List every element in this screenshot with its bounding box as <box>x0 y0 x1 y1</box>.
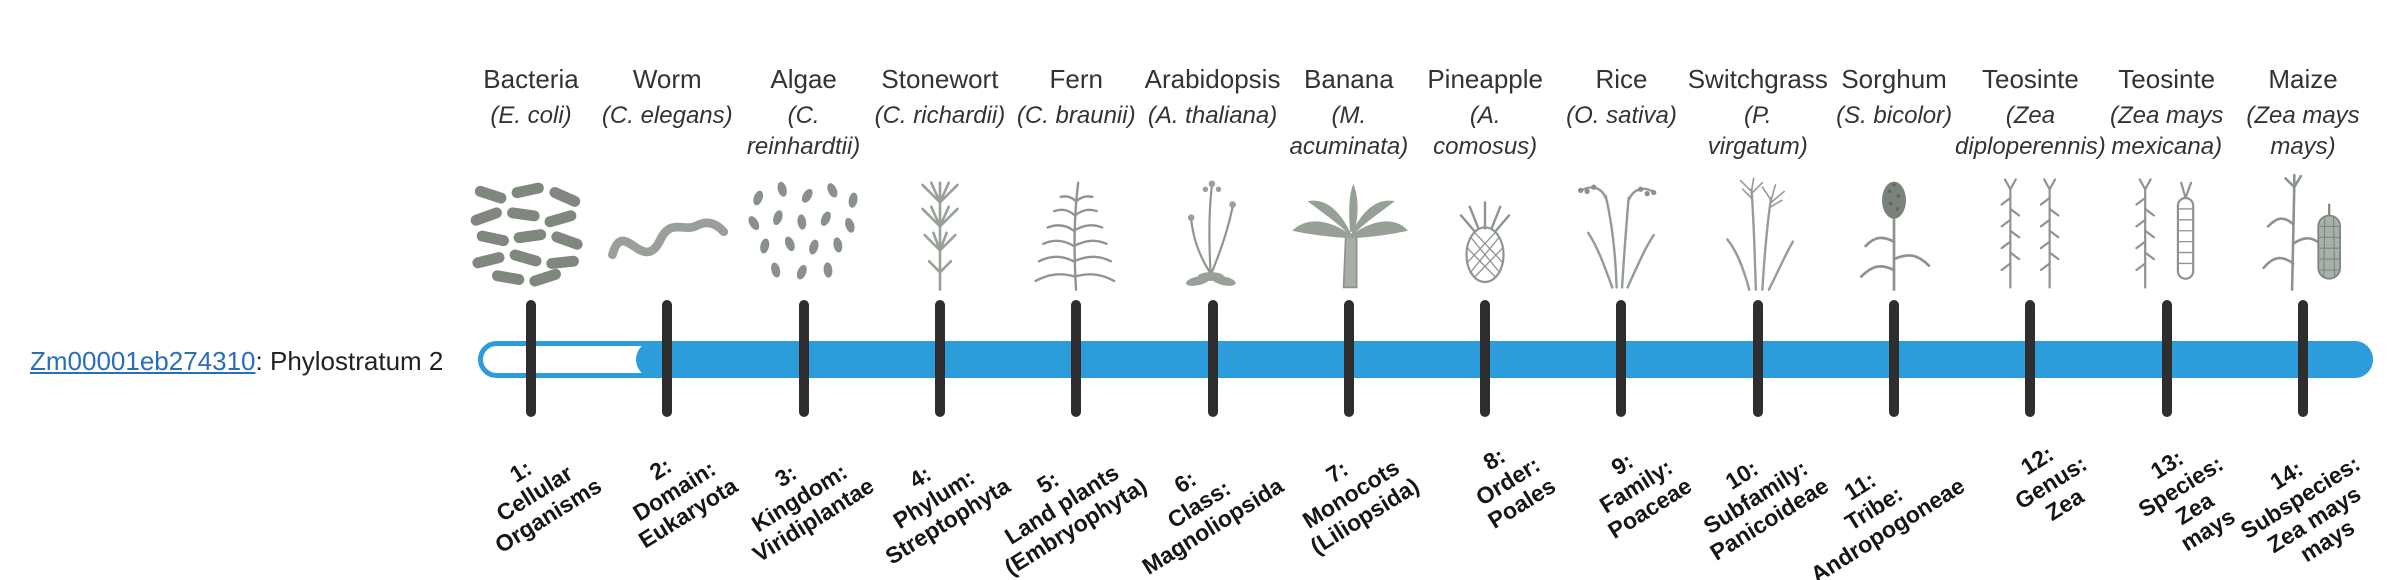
organism-common-name: Pineapple <box>1427 64 1543 94</box>
organism-common-name: Maize <box>2268 64 2338 94</box>
phylostratum-label: 2: Domain: Eukaryota <box>628 452 742 553</box>
organism-common-name: Teosinte <box>1981 64 2079 94</box>
teosinte-mexicana-illustration <box>2092 164 2242 294</box>
organism-common-name: Arabidopsis <box>1144 64 1281 94</box>
organism-common-name: Rice <box>1595 64 1648 94</box>
organism-common-name: Worm <box>632 64 702 94</box>
organism-scientific-name: (Zea mays mays) <box>2246 102 2360 161</box>
banana-illustration <box>1274 164 1424 294</box>
algae-illustration <box>729 164 879 294</box>
phylostratum-label: 6: Class: Magnoliopsida <box>1136 465 1288 580</box>
organism-scientific-name: (P. virgatum) <box>1707 102 1808 161</box>
phylostratum-label: 14: Subspecies: Zea mays mays <box>2235 449 2365 568</box>
phylostratum-tick <box>526 300 536 417</box>
organism-common-name: Stonewort <box>881 64 999 94</box>
pineapple-illustration <box>1410 164 1560 294</box>
organism-scientific-name: (S. bicolor) <box>1836 102 1953 129</box>
organism-common-name: Switchgrass <box>1687 64 1828 94</box>
phylostratum-tick <box>2298 300 2309 417</box>
phylostratum-tick <box>2025 300 2036 417</box>
organism-scientific-name: (Zea mays mexicana) <box>2110 102 2224 161</box>
sorghum-illustration <box>1819 164 1969 294</box>
organism-scientific-name: (C. elegans) <box>601 102 733 129</box>
phylostratum-tick <box>934 300 945 417</box>
fern-illustration <box>1001 164 1151 294</box>
organism-scientific-name: (E. coli) <box>490 102 572 129</box>
organism-scientific-name: (C. braunii) <box>1016 102 1136 129</box>
organism-common-name: Sorghum <box>1841 64 1947 94</box>
phylostratum-label: 9: Family: Poaceae <box>1594 447 1697 544</box>
organism-scientific-name: (A. comosus) <box>1433 102 1538 161</box>
phylostratum-tick <box>1343 300 1354 417</box>
organism-common-name: Algae <box>770 64 837 94</box>
rice-illustration <box>1546 164 1696 294</box>
organism-scientific-name: (A. thaliana) <box>1147 102 1278 129</box>
phylostratum-tick <box>2161 300 2172 417</box>
phylostratum-tick <box>1207 300 1218 417</box>
phylostratum-label: 8: Order: Poales <box>1471 442 1560 534</box>
phylostratum-tick <box>1752 300 1763 417</box>
stonewort-illustration <box>865 164 1015 294</box>
organism-scientific-name: (Zea diploperennis) <box>1955 102 2106 161</box>
phylostratum-label: 7: Monocots (Liliopsida) <box>1297 453 1424 559</box>
gene-id-link[interactable]: Zm00001eb274310 <box>30 346 256 376</box>
organism-common-name: Banana <box>1304 64 1394 94</box>
phylostratum-tick <box>1480 300 1491 417</box>
worm-illustration <box>592 164 742 294</box>
bacteria-illustration <box>456 164 606 294</box>
phylostratum-tick <box>1889 300 1900 417</box>
organism-scientific-name: (C. richardii) <box>874 102 1006 129</box>
phylostratum-label: 3: Kingdom: Viridiplantae <box>746 458 879 567</box>
phylostratum-tick <box>662 300 673 417</box>
organism-scientific-name: (O. sativa) <box>1566 102 1677 129</box>
phylostratum-tick <box>1616 300 1627 417</box>
arabidopsis-illustration <box>1138 164 1288 294</box>
phylostratum-label: 11: Tribe: Andropogoneae <box>1805 466 1969 580</box>
phylostratum-label: 1: Cellular Organisms <box>489 454 606 558</box>
gene-label: Zm00001eb274310: Phylostratum 2 <box>30 346 443 377</box>
organism-common-name: Teosinte <box>2118 64 2216 94</box>
phylostratum-label: 12: Genus: Zea <box>2010 440 2092 526</box>
organism-common-name: Fern <box>1049 64 1103 94</box>
gene-phylostratum-text: : Phylostratum 2 <box>255 346 444 376</box>
organism-scientific-name: (M. acuminata) <box>1289 102 1409 161</box>
teosinte-diploperennis-illustration <box>1955 164 2105 294</box>
phylostratum-tick <box>1071 300 1082 417</box>
phylostratum-label: 4: Phylum: Streptophyta <box>880 460 1015 570</box>
organism-scientific-name: (C. reinhardtii) <box>746 102 861 161</box>
phylostratum-tick <box>798 300 809 417</box>
maize-illustration <box>2228 164 2378 294</box>
phylostrata-bar-fill <box>636 341 2373 378</box>
switchgrass-illustration <box>1683 164 1833 294</box>
organism-common-name: Bacteria <box>483 64 579 94</box>
